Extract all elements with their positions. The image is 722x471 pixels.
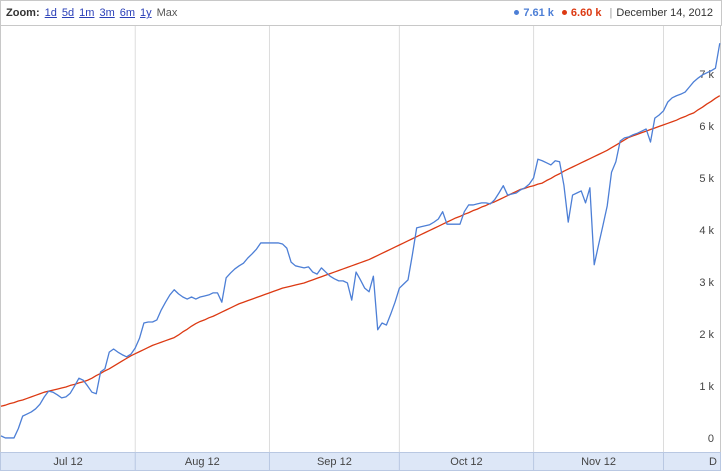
y-tick-label: 4 k (699, 225, 714, 237)
y-tick-label: 6 k (699, 121, 714, 133)
x-tick-label: Nov 12 (581, 456, 616, 468)
zoom-option[interactable]: 1d (44, 7, 57, 19)
plot-border (0, 25, 721, 453)
series-line (0, 43, 721, 439)
zoom-controls: Zoom: 1d 5d 1m 3m 6m 1y Max (6, 7, 182, 19)
legend-value: 7.61 k (523, 7, 554, 19)
y-tick-label: 7 k (699, 69, 714, 81)
toolbar: Zoom: 1d 5d 1m 3m 6m 1y Max 7.61 k 6.60 k | Decem… (0, 0, 722, 26)
chart: Jul 12 Aug 12 Sep 12 Oct 12 Nov 12 D 0 1 k 2 k 3 … (0, 25, 721, 471)
x-tick-label: Oct 12 (450, 456, 482, 468)
legend-value: 6.60 k (570, 7, 602, 19)
y-tick-label: 0 (708, 433, 714, 445)
x-tick-label: Jul 12 (53, 456, 82, 468)
zoom-option[interactable]: Max (156, 7, 178, 19)
zoom-option[interactable]: 6m (119, 7, 136, 19)
y-tick-label: 5 k (699, 173, 714, 185)
date-label: December 14, 2012 (616, 7, 713, 19)
legend-dot (514, 9, 520, 15)
legend: 7.61 k 6.60 k | December 14, 2012 (514, 7, 713, 19)
legend-dot (561, 9, 567, 15)
series-line (0, 95, 721, 407)
zoom-option[interactable]: 1m (79, 7, 95, 19)
y-tick-label: 3 k (699, 277, 714, 289)
x-tick-label: Sep 12 (317, 456, 352, 468)
y-tick-label: 1 k (699, 381, 714, 393)
zoom-option[interactable]: 1y (140, 7, 152, 19)
zoom-option[interactable]: 5d (61, 7, 75, 19)
y-tick-label: 2 k (699, 329, 714, 341)
x-tick-label: Aug 12 (185, 456, 220, 468)
separator: | (609, 7, 613, 19)
x-tick-label: D (709, 456, 717, 468)
zoom-option[interactable]: 3m (99, 7, 115, 19)
zoom-label: Zoom: (6, 7, 40, 19)
